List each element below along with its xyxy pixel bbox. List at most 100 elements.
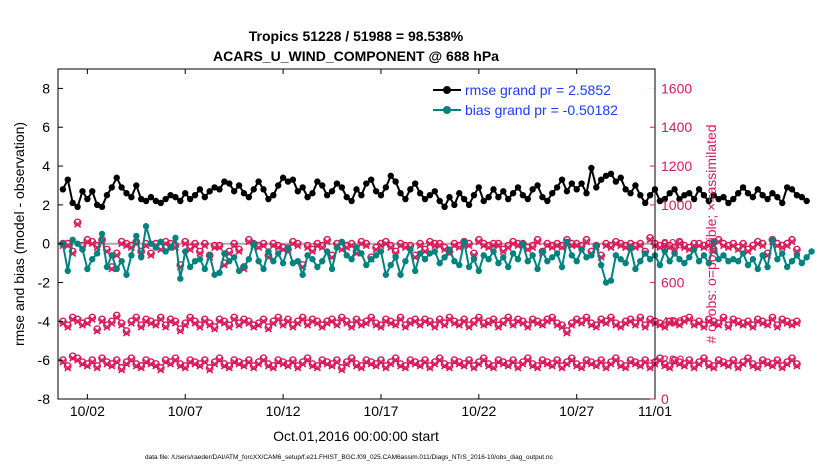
obs-possible-point xyxy=(186,313,195,322)
obs-assimilated-point xyxy=(695,242,703,250)
bias-point xyxy=(358,250,365,257)
obs-assimilated-point xyxy=(558,323,566,331)
obs-possible-point xyxy=(377,356,385,365)
rmse-point xyxy=(666,190,673,197)
obs-assimilated-point xyxy=(612,356,620,364)
bias-point xyxy=(597,261,605,269)
bias-point xyxy=(441,254,448,261)
obs-possible-point xyxy=(543,239,552,248)
bias-point xyxy=(558,263,566,271)
obs-assimilated-point xyxy=(573,242,581,250)
obs-assimilated-point xyxy=(641,358,649,366)
obs-possible-point xyxy=(352,315,361,324)
rmse-point xyxy=(514,184,522,191)
rmse-point xyxy=(676,195,683,203)
obs-assimilated-point xyxy=(367,360,375,368)
obs-assimilated-point xyxy=(489,364,498,372)
obs-possible-point xyxy=(337,364,346,372)
obs-possible-point xyxy=(680,315,689,324)
obs-assimilated-point xyxy=(754,240,762,248)
obs-possible-point xyxy=(621,317,630,326)
obs-possible-point xyxy=(288,237,297,246)
obs-assimilated-point xyxy=(411,360,419,368)
obs-possible-point xyxy=(685,356,694,365)
rmse-point xyxy=(637,191,644,199)
obs-possible-point xyxy=(739,239,747,248)
obs-assimilated-point xyxy=(568,356,576,364)
rmse-point xyxy=(656,197,664,205)
bias-point xyxy=(137,254,145,261)
rmse-point xyxy=(681,191,688,199)
obs-assimilated-point xyxy=(450,358,458,366)
rmse-point xyxy=(534,182,541,189)
rmse-point xyxy=(558,176,566,183)
bias-point xyxy=(387,261,394,269)
rmse-point xyxy=(495,193,502,201)
rmse-point xyxy=(196,186,204,193)
obs-possible-point xyxy=(685,313,694,322)
bias-point xyxy=(700,252,708,259)
obs-assimilated-point xyxy=(661,242,669,250)
obs-assimilated-point xyxy=(357,364,365,372)
rmse-point xyxy=(730,195,737,203)
obs-assimilated-point xyxy=(475,315,483,323)
obs-assimilated-point xyxy=(485,362,493,370)
obs-possible-point xyxy=(460,315,469,324)
obs-possible-point xyxy=(655,241,664,250)
obs-assimilated-point xyxy=(617,362,625,370)
obs-assimilated-point xyxy=(636,315,644,323)
bias-point xyxy=(377,248,385,255)
obs-assimilated-point xyxy=(191,242,199,250)
obs-possible-point xyxy=(504,313,513,322)
rmse-point xyxy=(79,188,86,195)
obs-possible-point xyxy=(377,321,385,330)
bias-point xyxy=(710,238,717,245)
bias-line xyxy=(61,225,813,284)
obs-possible-point xyxy=(259,315,268,324)
rmse-point xyxy=(284,178,292,185)
obs-assimilated-point xyxy=(406,319,414,327)
legend-rmse-marker xyxy=(443,86,451,94)
rmse-point xyxy=(103,191,111,199)
obs-possible-point xyxy=(553,239,562,248)
obs-assimilated-point xyxy=(362,242,370,250)
obs-possible-point xyxy=(352,360,361,368)
obs-assimilated-point xyxy=(113,358,121,366)
rmse-point xyxy=(299,184,306,191)
rmse-point xyxy=(304,193,311,201)
obs-possible-point xyxy=(401,362,410,370)
obs-assimilated-point xyxy=(773,358,781,366)
obs-assimilated-point xyxy=(724,244,732,252)
bias-point xyxy=(431,248,438,255)
rmse-point xyxy=(700,191,708,199)
bias-point xyxy=(500,254,507,261)
y2-tick-label: 1000 xyxy=(661,197,692,213)
obs-assimilated-point xyxy=(396,242,405,250)
bias-point xyxy=(730,256,737,263)
obs-assimilated-point xyxy=(162,358,170,366)
obs-possible-point xyxy=(323,317,332,326)
obs-assimilated-point xyxy=(739,321,747,329)
obs-possible-point xyxy=(298,313,307,322)
obs-assimilated-point xyxy=(426,240,434,248)
obs-assimilated-point xyxy=(553,242,561,250)
bias-point xyxy=(230,254,238,261)
obs-possible-point xyxy=(607,313,615,322)
obs-possible-point xyxy=(88,313,97,322)
bias-point xyxy=(299,271,306,278)
rmse-point xyxy=(519,191,527,199)
obs-assimilated-point xyxy=(656,244,664,252)
rmse-point xyxy=(64,176,71,183)
obs-assimilated-point xyxy=(255,244,263,252)
obs-possible-point xyxy=(244,356,253,365)
rmse-point xyxy=(69,199,76,207)
obs-possible-point xyxy=(450,356,459,365)
obs-assimilated-point xyxy=(274,358,282,366)
obs-possible-point xyxy=(68,247,77,256)
obs-assimilated-point xyxy=(744,356,752,364)
obs-assimilated-point xyxy=(480,242,488,250)
y-tick-label: 4 xyxy=(42,158,50,174)
obs-assimilated-point xyxy=(323,360,331,368)
obs-possible-point xyxy=(107,317,116,326)
obs-assimilated-point xyxy=(680,244,688,252)
